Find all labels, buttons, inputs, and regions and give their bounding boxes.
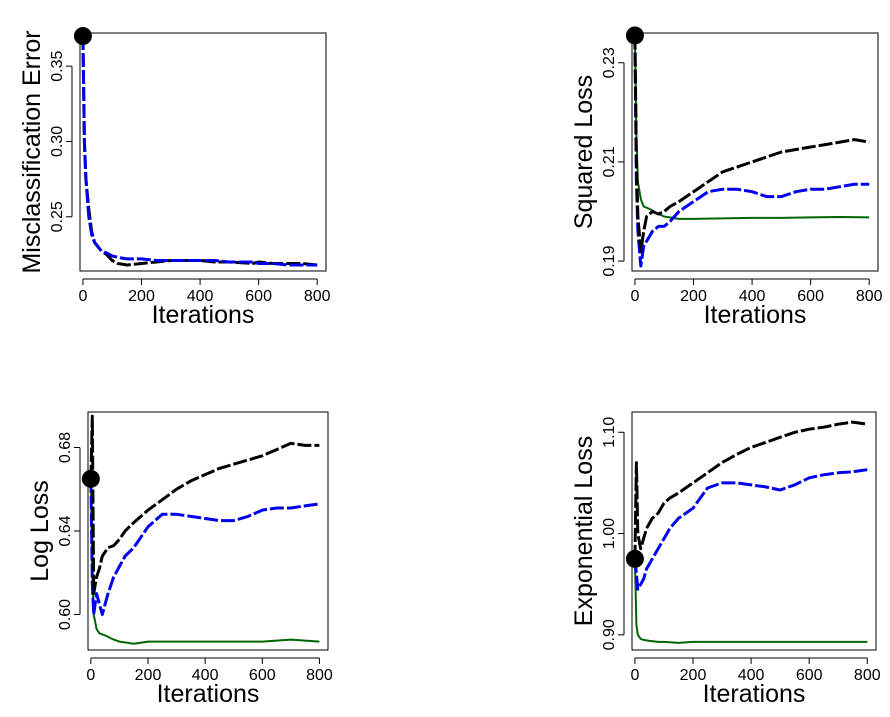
x-tick-label: 400 — [192, 667, 219, 684]
start-marker — [625, 549, 644, 568]
y-tick-label: 0.21 — [601, 146, 618, 177]
x-tick-label: 0 — [630, 288, 639, 305]
plot-frame — [79, 32, 327, 272]
y-tick-label: 0.35 — [49, 50, 66, 81]
x-tick-label: 200 — [128, 288, 155, 305]
y-tick-label: 0.23 — [601, 47, 618, 78]
x-tick-label: 600 — [797, 288, 824, 305]
y-tick-label: 0.19 — [601, 245, 618, 276]
series-line-0 — [633, 558, 868, 644]
series-line-2 — [89, 414, 320, 596]
y-axis-title: Misclassification Error — [18, 30, 46, 273]
series-line-1 — [81, 35, 318, 267]
panel-misclass: 0 200 400 600 800 Iterations 0.25 0.30 0.35Miscl… — [18, 27, 331, 329]
x-tick-label: 800 — [306, 667, 333, 684]
x-axis-title: Iterations — [704, 301, 807, 329]
series-line-1 — [633, 35, 870, 268]
panel-exponential: 0 200 400 600 800 Iterations 0.90 1.00 1.10Expon… — [570, 411, 881, 708]
x-tick-label: 600 — [245, 288, 272, 305]
y-axis-title: Log Loss — [26, 480, 54, 581]
x-tick-label: 0 — [86, 667, 95, 684]
x-tick-label: 600 — [249, 667, 276, 684]
y-tick-label: 0.25 — [49, 201, 66, 232]
x-tick-label: 400 — [739, 288, 766, 305]
x-tick-label: 0 — [78, 288, 87, 305]
x-tick-label: 600 — [796, 667, 823, 684]
y-tick-label: 0.90 — [601, 619, 618, 650]
x-axis-title: Iterations — [152, 301, 255, 329]
x-tick-label: 800 — [856, 288, 883, 305]
series-line-1 — [633, 468, 868, 591]
start-marker — [81, 469, 100, 488]
y-tick-label: 0.60 — [57, 599, 74, 630]
x-axis-title: Iterations — [157, 680, 260, 708]
y-tick-label: 0.30 — [49, 126, 66, 157]
y-tick-label: 1.10 — [601, 417, 618, 448]
x-tick-label: 800 — [854, 667, 881, 684]
start-marker — [625, 26, 644, 45]
x-tick-label: 200 — [680, 667, 707, 684]
x-tick-label: 0 — [630, 667, 639, 684]
y-tick-label: 1.00 — [601, 518, 618, 549]
panel-squared: 0 200 400 600 800 Iterations 0.19 0.21 0.23Squar… — [570, 26, 883, 329]
plot-frame — [631, 32, 879, 272]
y-axis-title: Exponential Loss — [570, 436, 598, 626]
x-tick-label: 400 — [187, 288, 214, 305]
series-line-0 — [81, 35, 318, 267]
x-tick-label: 200 — [135, 667, 162, 684]
series-line-1 — [89, 478, 320, 616]
plot-frame — [631, 411, 877, 651]
x-tick-label: 800 — [304, 288, 331, 305]
x-tick-label: 200 — [680, 288, 707, 305]
y-axis-title: Squared Loss — [570, 75, 598, 229]
y-tick-label: 0.68 — [57, 432, 74, 463]
series-line-2 — [633, 420, 868, 559]
plot-frame — [87, 411, 329, 651]
x-tick-label: 400 — [738, 667, 765, 684]
start-marker — [73, 27, 92, 46]
series-line-0 — [89, 478, 320, 645]
series-line-2 — [633, 35, 870, 253]
y-tick-label: 0.64 — [57, 515, 74, 546]
x-axis-title: Iterations — [703, 680, 806, 708]
